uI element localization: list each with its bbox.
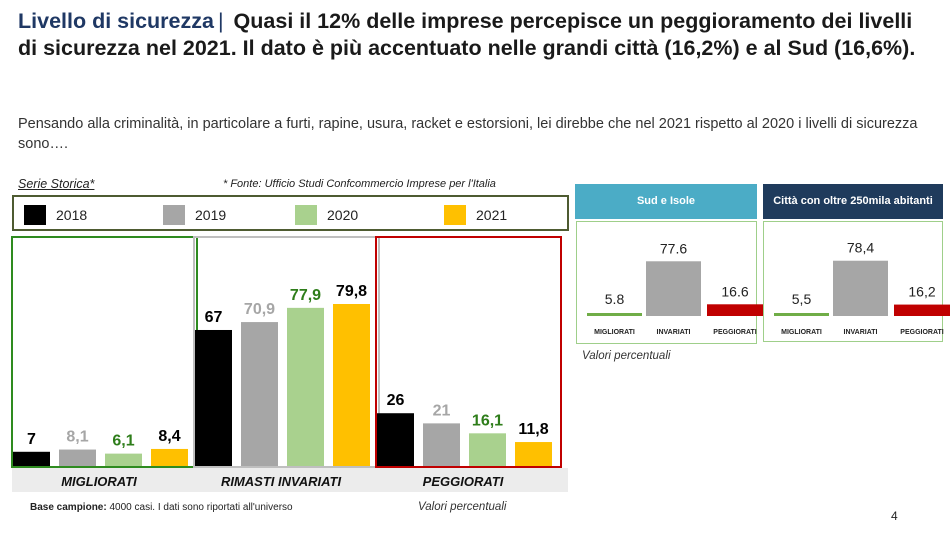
group-frame-rimasti-invariati: [193, 236, 380, 468]
data-label-2021-migliorati: 8,4: [158, 428, 180, 445]
legend-item-2021: 2021: [444, 205, 507, 225]
sud-isole-bar-invariati: [646, 261, 701, 316]
data-label-2021-peggiorati: 11,8: [518, 421, 548, 438]
grandi-citta-data-label-peggiorati: 16,2: [908, 284, 935, 300]
category-label-peggiorati: PEGGIORATI: [423, 474, 504, 489]
data-label-2019-peggiorati: 21: [433, 402, 451, 419]
chart-legend: 2018 2019 2020 2021: [12, 195, 569, 231]
data-label-2019-migliorati: 8,1: [66, 429, 88, 446]
legend-swatch: [24, 205, 46, 225]
data-label-2018-migliorati: 7: [27, 431, 36, 448]
page-number: 4: [891, 509, 898, 523]
sud-isole-bar-peggiorati: [707, 304, 763, 316]
category-label-migliorati: MIGLIORATI: [61, 474, 137, 489]
legend-label: 2018: [56, 207, 88, 223]
bar-2019-peggiorati: [423, 423, 460, 466]
data-label-2020-migliorati: 6,1: [112, 433, 134, 450]
grandi-citta-header: Città con oltre 250mila abitanti: [763, 184, 943, 219]
title-main: Quasi il 12% delle imprese percepisce un…: [18, 9, 916, 60]
question-text: Pensando alla criminalità, in particolar…: [18, 116, 918, 152]
group-frame-peggiorati: [375, 236, 562, 468]
sud-isole-header: Sud e Isole: [575, 184, 757, 219]
legend-swatch: [295, 205, 317, 225]
data-label-2018-rimasti-invariati: 67: [205, 309, 223, 326]
data-label-2019-rimasti-invariati: 70,9: [244, 301, 275, 318]
sud-isole-category-label-peggiorati: PEGGIORATI: [713, 329, 756, 336]
page-title: Livello di sicurezza | Quasi il 12% delle…: [18, 8, 928, 62]
data-label-2020-peggiorati: 16,1: [472, 412, 503, 429]
grandi-citta-data-label-migliorati: 5,5: [792, 291, 812, 307]
category-label-rimasti-invariati: RIMASTI INVARIATI: [221, 474, 342, 489]
legend-item-2019: 2019: [163, 205, 226, 225]
base-text: 4000 casi. I dati sono riportati all'uni…: [106, 502, 293, 513]
sud-isole-data-label-peggiorati: 16.6: [721, 283, 748, 299]
serie-storica-label: Serie Storica*: [18, 177, 95, 191]
valori-note-main: Valori percentuali: [418, 501, 507, 513]
legend-label: 2021: [476, 207, 508, 223]
bar-2020-rimasti-invariati: [287, 307, 324, 466]
grandi-citta-category-label-invariati: INVARIATI: [844, 329, 878, 336]
bar-2021-rimasti-invariati: [333, 304, 370, 466]
title-prefix: Livello di sicurezza: [18, 9, 214, 33]
grandi-citta-bar-peggiorati: [894, 304, 950, 316]
legend-label: 2020: [327, 207, 359, 223]
data-label-2018-peggiorati: 26: [387, 392, 405, 409]
category-band: [12, 468, 568, 492]
bar-2018-migliorati: [13, 451, 50, 466]
source-note: * Fonte: Ufficio Studi Confcommercio Imp…: [223, 178, 496, 190]
bar-2021-peggiorati: [515, 442, 552, 466]
data-label-2021-rimasti-invariati: 79,8: [336, 283, 367, 300]
legend-swatch: [444, 205, 466, 225]
bar-2020-peggiorati: [469, 433, 506, 466]
grandi-citta-bar-migliorati: [774, 313, 829, 316]
base-label: Base campione:: [30, 502, 107, 513]
base-campione-note: Base campione: 4000 casi. I dati sono ri…: [30, 502, 293, 513]
sud-isole-data-label-migliorati: 5.8: [605, 291, 625, 307]
title-separator: |: [217, 9, 224, 33]
bar-2021-migliorati: [151, 448, 188, 466]
sud-isole-chart-box: [576, 221, 757, 344]
bar-2019-rimasti-invariati: [241, 322, 278, 466]
legend-item-2018: 2018: [24, 205, 87, 225]
sud-isole-bar-migliorati: [587, 313, 642, 316]
bar-2019-migliorati: [59, 449, 96, 466]
sud-isole-data-label-invariati: 77.6: [660, 240, 687, 256]
legend-label: 2019: [195, 207, 227, 223]
grandi-citta-chart-box: [763, 221, 943, 342]
legend-swatch: [163, 205, 185, 225]
sud-isole-category-label-invariati: INVARIATI: [657, 329, 691, 336]
grandi-citta-data-label-invariati: 78,4: [847, 240, 874, 256]
grandi-citta-category-label-migliorati: MIGLIORATI: [781, 329, 822, 336]
bar-2020-migliorati: [105, 453, 142, 466]
data-label-2020-rimasti-invariati: 77,9: [290, 287, 321, 304]
legend-item-2020: 2020: [295, 205, 358, 225]
sud-isole-category-label-migliorati: MIGLIORATI: [594, 329, 635, 336]
bar-2018-peggiorati: [377, 413, 414, 466]
bar-2018-rimasti-invariati: [195, 329, 232, 466]
grandi-citta-bar-invariati: [833, 260, 888, 316]
valori-note-side: Valori percentuali: [582, 350, 671, 362]
grandi-citta-category-label-peggiorati: PEGGIORATI: [900, 329, 943, 336]
